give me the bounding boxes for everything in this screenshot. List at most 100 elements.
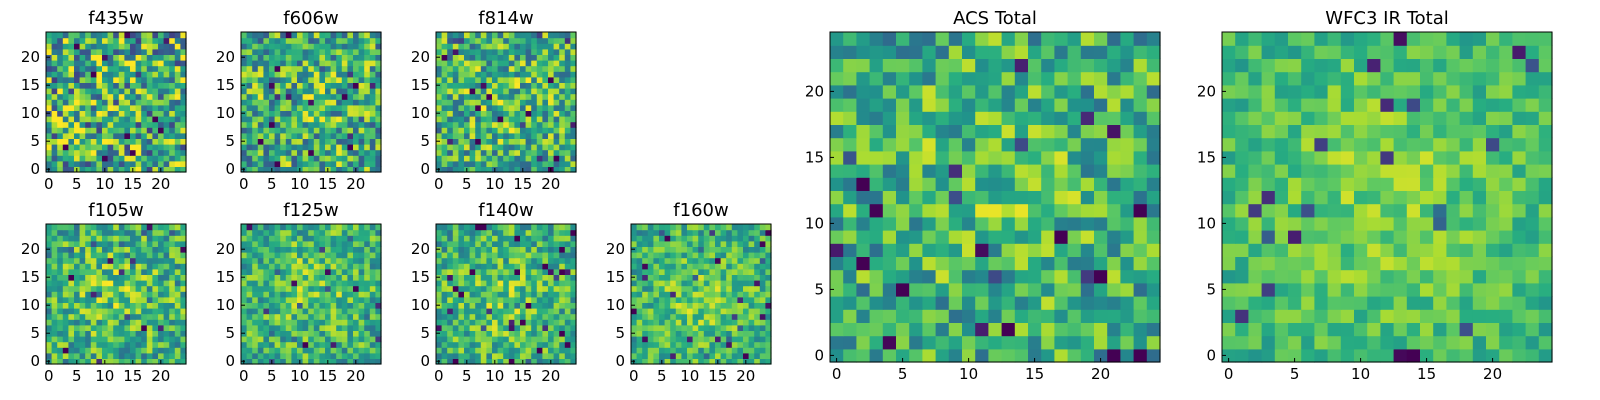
heatmap-cell: [1001, 309, 1016, 323]
heatmap-cell: [113, 127, 120, 134]
heatmap-cell: [141, 121, 148, 128]
heatmap-cell: [347, 60, 354, 67]
heatmap-cell: [447, 54, 454, 61]
heatmap-cell: [180, 110, 187, 117]
heatmap-cell: [135, 313, 142, 320]
heatmap-cell: [336, 263, 343, 270]
heatmap-cell: [441, 160, 448, 167]
heatmap-cell: [542, 280, 549, 287]
heatmap-cell: [152, 138, 159, 145]
heatmap-cell: [369, 99, 376, 106]
heatmap-cell: [252, 166, 259, 173]
heatmap-cell: [257, 291, 264, 298]
heatmap-cell: [124, 324, 131, 331]
heatmap-cell: [759, 352, 766, 359]
heatmap-cell: [375, 341, 382, 348]
heatmap-cell: [536, 285, 543, 292]
heatmap-cell: [169, 229, 176, 236]
heatmap-cell: [313, 285, 320, 292]
heatmap-cell: [135, 352, 142, 359]
heatmap-cell: [531, 341, 538, 348]
heatmap-cell: [302, 235, 309, 242]
heatmap-cell: [325, 285, 332, 292]
heatmap-cell: [297, 155, 304, 162]
heatmap-cell: [720, 358, 727, 365]
heatmap-cell: [252, 37, 259, 44]
heatmap-cell: [51, 229, 58, 236]
heatmap-cell: [302, 319, 309, 326]
heatmap-cell: [62, 319, 69, 326]
heatmap-cell: [57, 263, 64, 270]
heatmap-cell: [659, 246, 666, 253]
heatmap-cell: [548, 76, 555, 83]
heatmap-cell: [975, 335, 989, 350]
heatmap-cell: [308, 116, 315, 123]
heatmap-cell: [508, 336, 515, 343]
heatmap-cell: [486, 341, 493, 348]
heatmap-cell: [74, 341, 81, 348]
heatmap-cell: [830, 230, 844, 244]
heatmap-cell: [358, 71, 365, 78]
heatmap-cell: [291, 144, 298, 151]
heatmap-cell: [118, 144, 125, 151]
heatmap-cell: [564, 324, 571, 331]
heatmap-cell: [180, 32, 187, 39]
heatmap-cell: [441, 127, 448, 134]
heatmap-cell: [46, 268, 53, 275]
heatmap-cell: [358, 37, 365, 44]
heatmap-cell: [497, 263, 504, 270]
heatmap-cell: [441, 82, 448, 89]
heatmap-cell: [347, 93, 354, 100]
heatmap-cell: [452, 313, 459, 320]
heatmap-cell: [180, 274, 187, 281]
heatmap-cell: [57, 268, 64, 275]
heatmap-cell: [291, 110, 298, 117]
heatmap-cell: [882, 348, 897, 363]
heatmap-cell: [336, 116, 343, 123]
heatmap-cell: [124, 268, 131, 275]
heatmap-cell: [503, 82, 510, 89]
heatmap-cell: [124, 280, 131, 287]
heatmap-cell: [347, 144, 354, 151]
heatmap-cell: [163, 121, 170, 128]
heatmap-cell: [681, 280, 688, 287]
heatmap-cell: [180, 65, 187, 72]
heatmap-cell: [174, 110, 181, 117]
heatmap-cell: [308, 110, 315, 117]
heatmap-cell: [480, 246, 487, 253]
heatmap-cell: [241, 144, 248, 151]
heatmap-cell: [856, 309, 871, 323]
heatmap-cell: [118, 257, 125, 264]
heatmap-cell: [664, 330, 671, 337]
heatmap-cell: [830, 243, 844, 257]
heatmap-cell: [830, 177, 844, 191]
heatmap-cell: [297, 257, 304, 264]
heatmap-cell: [79, 257, 86, 264]
heatmap-cell: [297, 274, 304, 281]
heatmap-cell: [274, 37, 281, 44]
heatmap-cell: [135, 224, 142, 231]
y-tick-label: 20: [21, 48, 40, 66]
heatmap-cell: [681, 257, 688, 264]
heatmap-cell: [935, 282, 950, 297]
heatmap-cell: [475, 240, 482, 247]
heatmap-cell: [169, 308, 176, 315]
heatmap-cell: [280, 116, 287, 123]
heatmap-cell: [62, 358, 69, 365]
heatmap-cell: [480, 268, 487, 275]
heatmap-cell: [882, 230, 897, 244]
heatmap-cell: [174, 352, 181, 359]
heatmap-cell: [169, 252, 176, 259]
heatmap-cell: [319, 313, 326, 320]
heatmap-cell: [313, 263, 320, 270]
heatmap-cell: [274, 347, 281, 354]
heatmap-cell: [664, 224, 671, 231]
heatmap-cell: [51, 319, 58, 326]
heatmap-cell: [670, 291, 677, 298]
heatmap-cell: [570, 149, 577, 156]
heatmap-cell: [152, 224, 159, 231]
heatmap-cell: [302, 352, 309, 359]
heatmap-cell: [715, 313, 722, 320]
heatmap-cell: [62, 336, 69, 343]
heatmap-cell: [452, 71, 459, 78]
